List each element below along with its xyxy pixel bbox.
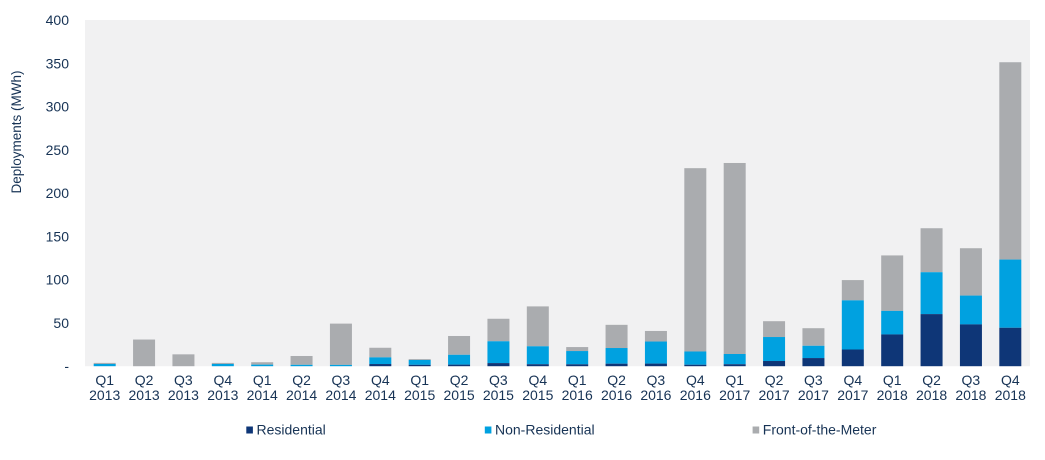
svg-text:Q2: Q2: [450, 372, 469, 388]
svg-text:2013: 2013: [129, 387, 160, 403]
svg-text:Q1: Q1: [883, 372, 902, 388]
svg-text:2015: 2015: [404, 387, 435, 403]
svg-text:2014: 2014: [365, 387, 396, 403]
svg-text:350: 350: [46, 55, 70, 71]
svg-text:Q1: Q1: [95, 372, 114, 388]
svg-text:2013: 2013: [207, 387, 238, 403]
svg-text:2016: 2016: [680, 387, 711, 403]
svg-text:Q2: Q2: [292, 372, 311, 388]
svg-text:2015: 2015: [483, 387, 514, 403]
svg-text:Q4: Q4: [213, 372, 232, 388]
svg-text:2018: 2018: [916, 387, 947, 403]
svg-text:Residential: Residential: [257, 422, 326, 438]
svg-text:2014: 2014: [247, 387, 278, 403]
svg-text:Q2: Q2: [922, 372, 941, 388]
svg-text:2017: 2017: [719, 387, 750, 403]
svg-text:Q3: Q3: [962, 372, 981, 388]
svg-text:Q2: Q2: [765, 372, 784, 388]
svg-text:Non-Residential: Non-Residential: [495, 422, 595, 438]
svg-text:250: 250: [46, 142, 70, 158]
svg-text:2017: 2017: [759, 387, 790, 403]
svg-text:Q2: Q2: [607, 372, 626, 388]
svg-text:2018: 2018: [995, 387, 1026, 403]
svg-text:200: 200: [46, 185, 70, 201]
svg-text:Q2: Q2: [135, 372, 154, 388]
svg-text:2017: 2017: [837, 387, 868, 403]
svg-text:Q4: Q4: [371, 372, 390, 388]
svg-text:Q4: Q4: [843, 372, 862, 388]
svg-text:Q3: Q3: [489, 372, 508, 388]
svg-text:Front-of-the-Meter: Front-of-the-Meter: [763, 422, 877, 438]
svg-text:400: 400: [46, 12, 70, 28]
svg-text:2016: 2016: [562, 387, 593, 403]
svg-text:Q4: Q4: [1001, 372, 1020, 388]
svg-text:Deployments (MWh): Deployments (MWh): [9, 70, 24, 193]
svg-text:Q1: Q1: [253, 372, 272, 388]
svg-text:Q3: Q3: [647, 372, 666, 388]
svg-text:2013: 2013: [168, 387, 199, 403]
svg-text:50: 50: [53, 315, 69, 331]
svg-text:2014: 2014: [325, 387, 356, 403]
svg-text:Q4: Q4: [686, 372, 705, 388]
svg-text:Q1: Q1: [568, 372, 587, 388]
svg-text:2018: 2018: [955, 387, 986, 403]
svg-text:2015: 2015: [522, 387, 553, 403]
svg-text:Q3: Q3: [174, 372, 193, 388]
svg-text:2018: 2018: [877, 387, 908, 403]
svg-text:Q4: Q4: [528, 372, 547, 388]
svg-text:150: 150: [46, 228, 70, 244]
svg-text:2013: 2013: [89, 387, 120, 403]
svg-text:2014: 2014: [286, 387, 317, 403]
svg-text:300: 300: [46, 99, 70, 115]
svg-text:2016: 2016: [640, 387, 671, 403]
svg-text:Q1: Q1: [725, 372, 744, 388]
svg-text:-: -: [64, 358, 69, 374]
svg-text:2017: 2017: [798, 387, 829, 403]
svg-text:Q3: Q3: [332, 372, 351, 388]
svg-text:Q1: Q1: [410, 372, 429, 388]
svg-text:2016: 2016: [601, 387, 632, 403]
svg-text:2015: 2015: [444, 387, 475, 403]
svg-text:Q3: Q3: [804, 372, 823, 388]
svg-text:100: 100: [46, 272, 70, 288]
